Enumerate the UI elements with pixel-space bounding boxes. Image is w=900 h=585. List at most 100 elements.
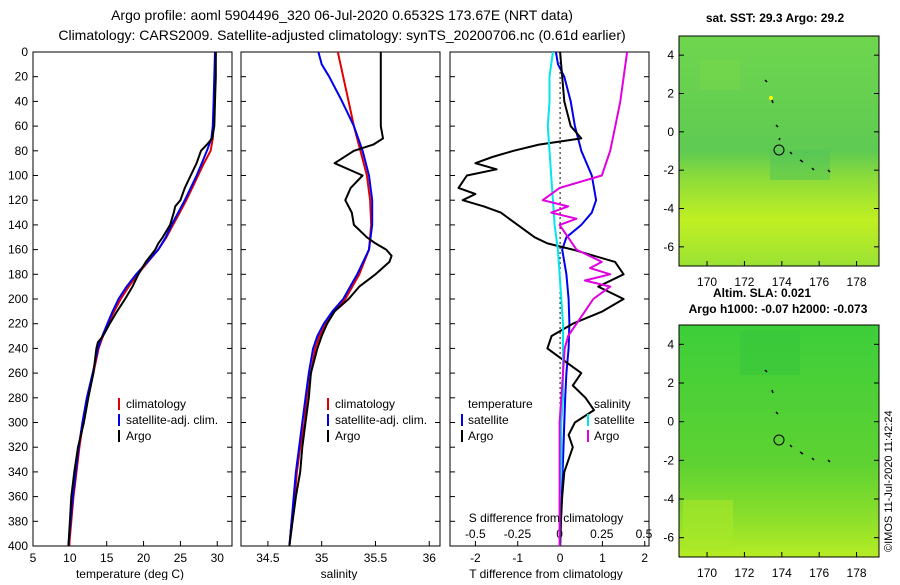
legend-argo: Argo [126, 429, 152, 443]
depth-tick-label: 160 [8, 243, 28, 257]
lat-tick-label: -4 [663, 202, 674, 216]
legend-s-satellite: satellite [594, 413, 635, 427]
depth-tick-label: 100 [8, 169, 28, 183]
title-line-1: Argo profile: aoml 5904496_320 06-Jul-20… [111, 7, 573, 23]
depth-tick-label: 280 [8, 391, 28, 405]
argo-position-marker [773, 434, 785, 446]
top-map-title: sat. SST: 29.3 Argo: 29.2 [706, 11, 845, 25]
s-diff-tick-label: 0.25 [590, 527, 614, 541]
x-tick-label: 30 [211, 551, 225, 565]
s-diff-tick-label: -0.25 [504, 527, 532, 541]
title-line-2: Climatology: CARS2009. Satellite-adjuste… [58, 27, 625, 43]
depth-tick-label: 340 [8, 465, 28, 479]
series-line-salinity-satellite [546, 52, 564, 546]
x-tick-label: 25 [174, 551, 188, 565]
imos-credit: ©IMOS 11-Jul-2020 11:42:24 [883, 410, 895, 552]
x-tick-label: 0 [557, 551, 564, 565]
lon-tick-label: 176 [809, 566, 829, 580]
salinity-x-axis: 34.5 35 35.5 36 [256, 541, 436, 565]
lat-tick-label: 4 [667, 48, 674, 62]
difference-series [457, 52, 629, 546]
depth-tick-label: 60 [15, 119, 29, 133]
lon-tick-label: 172 [734, 566, 754, 580]
x-tick-label: 5 [30, 551, 37, 565]
x-tick-label: -2 [470, 551, 481, 565]
island-markers [764, 79, 831, 173]
series-line-climatology [288, 52, 373, 546]
temperature-panel [32, 51, 233, 547]
series-line-salinity-argo [541, 52, 629, 546]
bottom-map-axes: 4 2 0 -2 -4 -6 170 172 174 176 178 [663, 337, 879, 580]
lat-tick-label: 0 [667, 415, 674, 429]
x-tick-label: 1 [599, 551, 606, 565]
temperature-legend: climatology satellite-adj. clim. Argo [118, 397, 218, 443]
lon-tick-label: 176 [809, 275, 829, 289]
top-map-axes: 4 2 0 -2 -4 -6 170 172 174 176 178 [663, 48, 879, 289]
lon-tick-label: 174 [772, 566, 792, 580]
salinity-series [288, 52, 393, 546]
series-line-satellite-adj-clim- [67, 52, 216, 546]
depth-tick-label: 220 [8, 317, 28, 331]
lon-tick-label: 170 [697, 275, 717, 289]
salinity-x-label: salinity [321, 567, 358, 580]
lon-tick-label: 170 [697, 566, 717, 580]
depth-tick-label: 120 [8, 193, 28, 207]
lon-tick-label: 172 [734, 275, 754, 289]
steric-map-patch [740, 330, 800, 375]
sst-map-patch [700, 60, 740, 90]
x-tick-label: 2 [641, 551, 648, 565]
salinity-panel [240, 51, 441, 547]
x-tick-label: 35 [315, 551, 329, 565]
lat-tick-label: 2 [667, 87, 674, 101]
lat-tick-label: -6 [663, 531, 674, 545]
legend-climatology: climatology [335, 397, 395, 411]
legend-s-argo: Argo [594, 429, 620, 443]
legend-argo: Argo [335, 429, 361, 443]
series-line-argo [288, 52, 393, 546]
legend-satellite-adj: satellite-adj. clim. [126, 413, 218, 427]
lat-tick-label: -4 [663, 492, 674, 506]
x-tick-label: 34.5 [256, 551, 280, 565]
island-marker [769, 96, 773, 100]
depth-tick-label: 300 [8, 416, 28, 430]
temperature-x-label: temperature (deg C) [76, 567, 184, 580]
lon-tick-label: 174 [772, 275, 792, 289]
steric-height-map [678, 324, 880, 558]
difference-legend: temperature satellite Argo salinity sate… [461, 397, 635, 443]
lat-tick-label: 0 [667, 125, 674, 139]
lat-tick-label: -2 [663, 163, 674, 177]
x-tick-label: 20 [137, 551, 151, 565]
argo-position-marker [773, 144, 785, 156]
depth-tick-label: 20 [15, 70, 29, 84]
bottom-map-title: Argo h1000: -0.07 h2000: -0.073 [689, 302, 868, 316]
x-tick-label: -1 [512, 551, 523, 565]
temperature-series [67, 52, 217, 546]
island-markers [764, 369, 831, 463]
t-difference-x-axis: -2 -1 0 1 2 [470, 541, 648, 565]
legend-salinity-heading: salinity [594, 397, 631, 411]
lat-tick-label: -6 [663, 240, 674, 254]
lat-tick-label: 4 [667, 337, 674, 351]
series-line-temperature-argo [457, 52, 625, 546]
legend-temperature-heading: temperature [468, 397, 533, 411]
series-line-climatology [68, 52, 217, 546]
depth-tick-label: 200 [8, 292, 28, 306]
difference-panel [449, 51, 650, 547]
x-tick-label: 36 [423, 551, 437, 565]
steric-map-patch [683, 500, 733, 550]
series-line-satellite-adj-clim- [288, 52, 374, 546]
depth-tick-label: 80 [15, 144, 29, 158]
x-tick-label: 10 [63, 551, 77, 565]
lon-tick-label: 178 [847, 566, 867, 580]
s-diff-tick-label: 0.5 [636, 527, 653, 541]
top-map-caption: Altim. SLA: 0.021 [713, 286, 811, 300]
depth-tick-label: 400 [8, 539, 28, 553]
legend-satellite-adj: satellite-adj. clim. [335, 413, 427, 427]
lat-tick-label: 2 [667, 376, 674, 390]
x-tick-label: 15 [100, 551, 114, 565]
legend-t-satellite: satellite [468, 413, 509, 427]
depth-tick-label: 180 [8, 267, 28, 281]
depth-tick-label: 260 [8, 366, 28, 380]
t-difference-x-label: T difference from climatology [469, 567, 623, 580]
depth-axis: 0 20 40 60 80 100 120 140 160 180 200 220 240 260 280 3… [8, 45, 649, 553]
